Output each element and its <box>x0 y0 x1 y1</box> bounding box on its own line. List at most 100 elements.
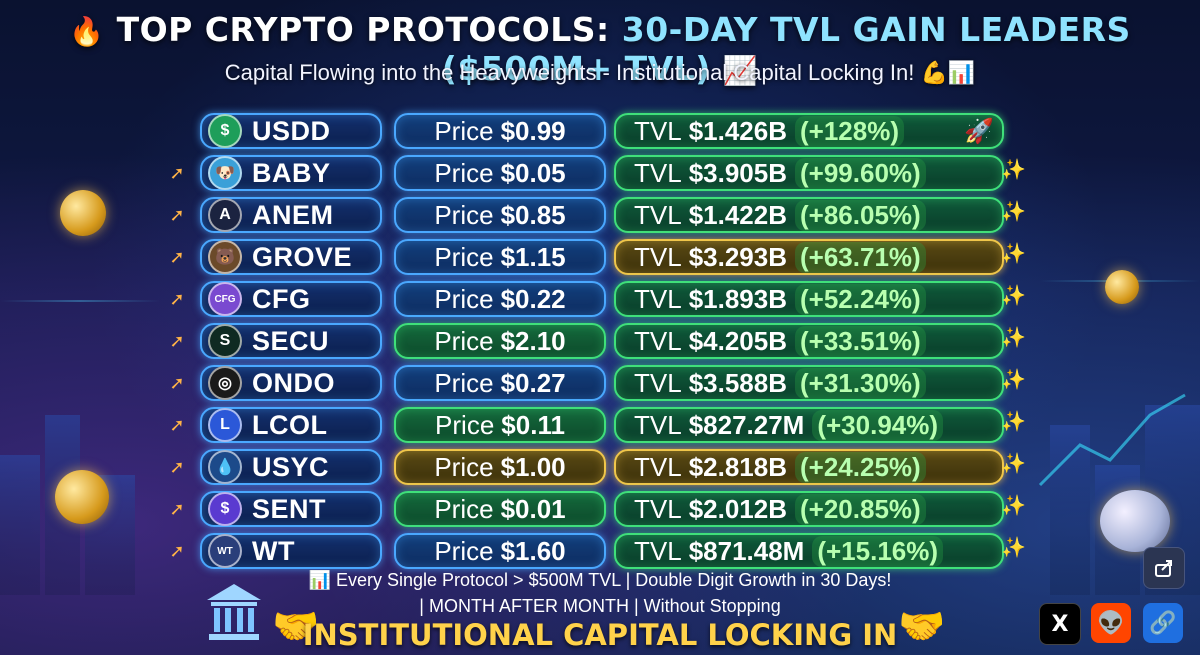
tvl-value: $827.27M <box>688 409 805 440</box>
protocol-symbol: GROVE <box>252 241 353 272</box>
gold-coin-icon <box>1105 270 1139 304</box>
table-row: ➚ 🐶 BABY Price $0.05 TVL $3.905B (+99.60%) ✨ <box>160 153 1026 195</box>
protocol-symbol: SENT <box>252 493 327 524</box>
sparkle-icon: ✨ <box>1001 159 1026 181</box>
protocol-name-cell: S SECU <box>200 323 382 359</box>
tvl-cell: TVL $1.893B (+52.24%) ✨ <box>614 281 1026 317</box>
table-row: ➚ WT WT Price $1.60 TVL $871.48M (+15.16%) ✨ <box>160 531 1026 573</box>
handshake-icon: 🤝 <box>272 604 320 648</box>
tvl-value: $3.293B <box>688 241 787 272</box>
tvl-value: $4.205B <box>688 325 787 356</box>
tvl-change-badge: (+52.24%) <box>795 283 926 315</box>
price-value: $0.27 <box>500 367 566 398</box>
price-cell: Price $0.11 <box>394 407 606 443</box>
dollar-icon: $ <box>208 114 242 148</box>
table-row: ➚ 🐻 GROVE Price $1.15 TVL $3.293B (+63.71%) ✨ <box>160 237 1026 279</box>
protocol-symbol: BABY <box>252 157 331 188</box>
price-value: $1.00 <box>500 451 566 482</box>
sparkle-icon: ✨ <box>1001 411 1026 433</box>
price-cell: Price $0.22 <box>394 281 606 317</box>
protocol-name-cell: WT WT <box>200 533 382 569</box>
tvl-label: TVL <box>634 241 682 272</box>
price-label: Price <box>434 157 494 188</box>
tvl-cell: TVL $4.205B (+33.51%) ✨ <box>614 323 1026 359</box>
protocol-name-cell: $ USDD <box>200 113 382 149</box>
tvl-label: TVL <box>634 535 682 566</box>
price-value: $0.05 <box>500 157 566 188</box>
tvl-label: TVL <box>634 451 682 482</box>
protocol-name-cell: CFG CFG <box>200 281 382 317</box>
protocol-symbol: ANEM <box>252 199 334 230</box>
tvl-change-badge: (+99.60%) <box>795 157 926 189</box>
trend-arrow-icon: ➚ <box>169 205 185 226</box>
tvl-cell: TVL $1.426B (+128%) 🚀 <box>614 113 1004 149</box>
trend-arrow-icon: ➚ <box>169 331 185 352</box>
reddit-logo-icon: 👽 <box>1097 610 1125 636</box>
price-value: $1.15 <box>500 241 566 272</box>
tvl-change-badge: (+128%) <box>795 115 904 147</box>
tvl-label: TVL <box>634 367 682 398</box>
tvl-change-badge: (+63.71%) <box>795 241 926 273</box>
tvl-change-badge: (+20.85%) <box>795 493 926 525</box>
price-cell: Price $0.01 <box>394 491 606 527</box>
tvl-label: TVL <box>634 283 682 314</box>
tvl-value: $2.012B <box>688 493 787 524</box>
protocol-name-cell: 🐶 BABY <box>200 155 382 191</box>
trend-arrow-icon: ➚ <box>169 247 185 268</box>
grove-animal-icon: 🐻 <box>208 240 242 274</box>
tvl-value: $3.905B <box>688 157 787 188</box>
tvl-value: $871.48M <box>688 535 805 566</box>
protocol-name-cell: 💧 USYC <box>200 449 382 485</box>
tvl-value: $1.426B <box>688 115 787 146</box>
usyc-drop-icon: 💧 <box>208 450 242 484</box>
tvl-label: TVL <box>634 493 682 524</box>
sparkle-icon: ✨ <box>1001 201 1026 223</box>
tvl-cell: TVL $3.588B (+31.30%) ✨ <box>614 365 1026 401</box>
trend-arrow-icon: ➚ <box>169 541 185 562</box>
sent-s-icon: $ <box>208 492 242 526</box>
table-row: ➚ $ SENT Price $0.01 TVL $2.012B (+20.85%) ✨ <box>160 489 1026 531</box>
footer-line-1: 📊 Every Single Protocol > $500M TVL | Do… <box>308 570 892 590</box>
table-row: ➚ A ANEM Price $0.85 TVL $1.422B (+86.05%) ✨ <box>160 195 1026 237</box>
page-title: 🔥 TOP CRYPTO PROTOCOLS: 30-DAY TVL GAIN … <box>0 10 1200 88</box>
protocol-symbol: USYC <box>252 451 330 482</box>
tvl-cell: TVL $3.293B (+63.71%) ✨ <box>614 239 1026 275</box>
price-value: $1.60 <box>500 535 566 566</box>
price-label: Price <box>434 325 494 356</box>
protocol-name-cell: ◎ ONDO <box>200 365 382 401</box>
price-cell: Price $1.15 <box>394 239 606 275</box>
secu-s-icon: S <box>208 324 242 358</box>
tvl-change-badge: (+33.51%) <box>795 325 926 357</box>
tvl-change-badge: (+31.30%) <box>795 367 926 399</box>
trend-arrow-icon: ➚ <box>169 163 185 184</box>
rocket-icon: 🚀 <box>964 118 994 145</box>
price-cell: Price $0.99 <box>394 113 606 149</box>
copy-link-button[interactable]: 🔗 <box>1143 603 1183 643</box>
price-label: Price <box>434 283 494 314</box>
wt-icon: WT <box>208 534 242 568</box>
x-share-button[interactable]: X <box>1039 603 1081 645</box>
page-subtitle: Capital Flowing into the Heavyweights - … <box>224 60 976 85</box>
table-row: ➚ S SECU Price $2.10 TVL $4.205B (+33.51%) ✨ <box>160 321 1026 363</box>
price-cell: Price $1.00 <box>394 449 606 485</box>
price-cell: Price $0.05 <box>394 155 606 191</box>
tvl-label: TVL <box>634 325 682 356</box>
protocol-symbol: ONDO <box>252 367 335 398</box>
price-label: Price <box>434 493 494 524</box>
sparkle-icon: ✨ <box>1001 453 1026 475</box>
bitcoin-coin-icon <box>55 470 109 524</box>
share-icon <box>1155 560 1172 577</box>
price-value: $0.01 <box>500 493 566 524</box>
lcol-l-icon: L <box>208 408 242 442</box>
tvl-change-badge: (+15.16%) <box>812 535 944 567</box>
reddit-share-button[interactable]: 👽 <box>1091 603 1131 643</box>
glow-line <box>0 300 160 302</box>
protocol-symbol: SECU <box>252 325 330 356</box>
price-cell: Price $2.10 <box>394 323 606 359</box>
share-button[interactable] <box>1143 547 1185 589</box>
tvl-label: TVL <box>634 409 682 440</box>
ethereum-coin-icon <box>1100 490 1170 552</box>
sparkle-icon: ✨ <box>1001 537 1026 559</box>
title-row: 🔥 TOP CRYPTO PROTOCOLS: 30-DAY TVL GAIN … <box>0 10 1200 88</box>
tvl-cell: TVL $827.27M (+30.94%) ✨ <box>614 407 1026 443</box>
